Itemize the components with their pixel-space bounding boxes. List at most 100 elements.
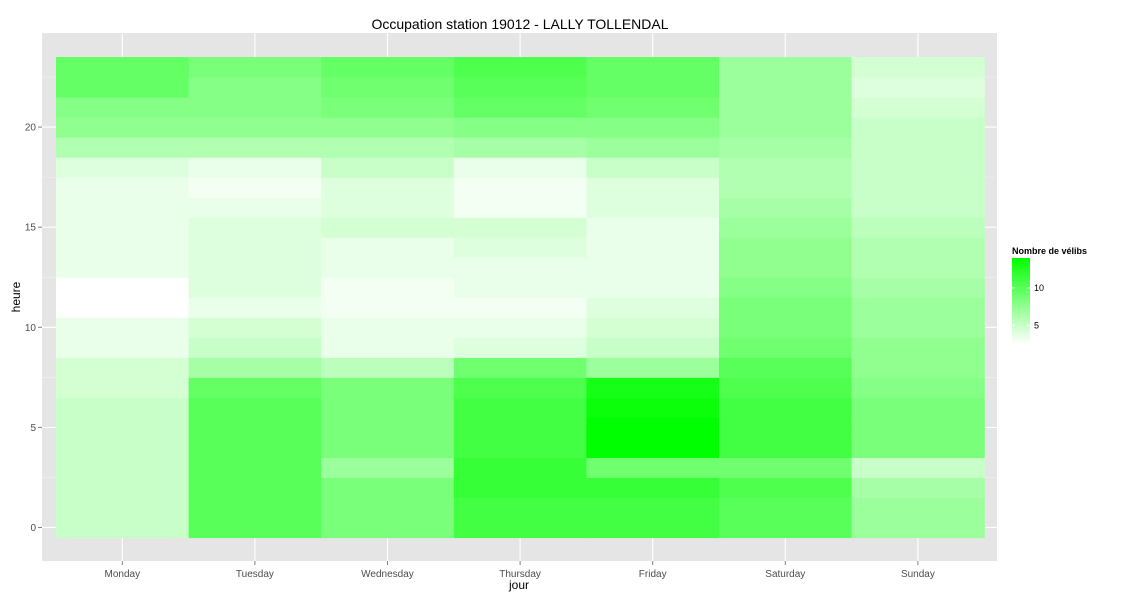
heatmap-tile — [851, 177, 985, 198]
heatmap-tile — [56, 257, 190, 278]
heatmap-tile — [321, 497, 455, 519]
heatmap-tile — [321, 237, 455, 258]
heatmap-tile — [719, 237, 853, 258]
heatmap-tile — [719, 57, 853, 78]
heatmap-tile — [188, 357, 322, 378]
heatmap-tile — [321, 337, 455, 358]
heatmap-tile — [586, 197, 720, 218]
legend-colorbar — [1012, 258, 1030, 344]
heatmap-tile — [188, 337, 322, 358]
y-tick-label: 10 — [25, 323, 37, 334]
heatmap-tile — [56, 97, 190, 118]
heatmap-tile — [321, 217, 455, 238]
heatmap-tile — [56, 157, 190, 178]
heatmap-tile — [851, 517, 985, 539]
heatmap-tile — [321, 397, 455, 418]
legend-tick-label: 10 — [1034, 283, 1044, 293]
heatmap-tile — [719, 477, 853, 499]
heatmap-tile — [321, 317, 455, 338]
heatmap-tile — [453, 417, 587, 438]
heatmap-tile — [453, 517, 587, 539]
heatmap-tile — [188, 217, 322, 238]
heatmap-tile — [851, 77, 985, 98]
heatmap-tile — [453, 317, 587, 338]
x-tick-label: Saturday — [765, 569, 805, 580]
heatmap-tile — [851, 157, 985, 178]
heatmap-tile — [719, 337, 853, 358]
legend: Nombre de vélibs 5 10 — [1012, 246, 1087, 344]
heatmap-tile — [719, 497, 853, 519]
heatmap-tile — [719, 277, 853, 298]
heatmap-tile — [56, 277, 190, 298]
heatmap-tile — [586, 217, 720, 238]
heatmap-tile — [586, 417, 720, 438]
heatmap-tile — [586, 477, 720, 499]
heatmap-tile — [851, 457, 985, 479]
heatmap-tile — [719, 377, 853, 398]
heatmap-tile — [321, 357, 455, 378]
heatmap-tile — [453, 197, 587, 218]
heatmap-tile — [851, 117, 985, 138]
heatmap-tile — [453, 497, 587, 519]
heatmap-tile — [56, 417, 190, 438]
heatmap-tile — [453, 277, 587, 298]
heatmap-tile — [56, 57, 190, 78]
heatmap-tile — [321, 57, 455, 78]
heatmap-tile — [188, 77, 322, 98]
heatmap-tile — [851, 317, 985, 338]
heatmap-tile — [188, 417, 322, 438]
heatmap-tiles — [56, 57, 985, 539]
heatmap-tile — [56, 377, 190, 398]
x-tick-label: Friday — [639, 569, 667, 580]
heatmap-tile — [321, 97, 455, 118]
heatmap-tile — [719, 357, 853, 378]
heatmap-tile — [719, 257, 853, 278]
heatmap-tile — [188, 97, 322, 118]
heatmap-tile — [188, 477, 322, 499]
heatmap-tile — [453, 97, 587, 118]
heatmap-tile — [453, 337, 587, 358]
heatmap-tile — [188, 257, 322, 278]
legend-title: Nombre de vélibs — [1012, 246, 1087, 256]
y-axis-title: heure — [9, 281, 23, 312]
x-tick-label: Sunday — [901, 569, 935, 580]
heatmap-tile — [321, 177, 455, 198]
heatmap-tile — [321, 457, 455, 479]
heatmap-tile — [586, 177, 720, 198]
heatmap-tile — [586, 357, 720, 378]
heatmap-tile — [586, 517, 720, 539]
heatmap-tile — [719, 437, 853, 458]
heatmap-tile — [188, 157, 322, 178]
heatmap-tile — [719, 217, 853, 238]
heatmap-tile — [453, 357, 587, 378]
heatmap-tile — [453, 477, 587, 499]
heatmap-tile — [586, 457, 720, 479]
heatmap-tile — [719, 77, 853, 98]
chart-title: Occupation station 19012 - LALLY TOLLEND… — [371, 16, 668, 32]
heatmap-tile — [453, 77, 587, 98]
heatmap-tile — [321, 437, 455, 458]
heatmap-tile — [851, 137, 985, 158]
heatmap-tile — [719, 517, 853, 539]
heatmap-tile — [719, 197, 853, 218]
heatmap-tile — [851, 97, 985, 118]
heatmap-tile — [56, 117, 190, 138]
heatmap-tile — [453, 117, 587, 138]
heatmap-tile — [851, 437, 985, 458]
heatmap-tile — [188, 117, 322, 138]
heatmap-tile — [188, 277, 322, 298]
heatmap-tile — [56, 497, 190, 519]
heatmap-tile — [453, 157, 587, 178]
heatmap-tile — [453, 257, 587, 278]
heatmap-tile — [586, 257, 720, 278]
heatmap-tile — [719, 137, 853, 158]
heatmap-tile — [851, 197, 985, 218]
x-tick-label: Tuesday — [236, 569, 274, 580]
heatmap-tile — [851, 237, 985, 258]
heatmap-tile — [188, 197, 322, 218]
heatmap-tile — [719, 97, 853, 118]
heatmap-tile — [56, 317, 190, 338]
heatmap-tile — [56, 297, 190, 318]
heatmap-tile — [453, 57, 587, 78]
heatmap-tile — [188, 297, 322, 318]
